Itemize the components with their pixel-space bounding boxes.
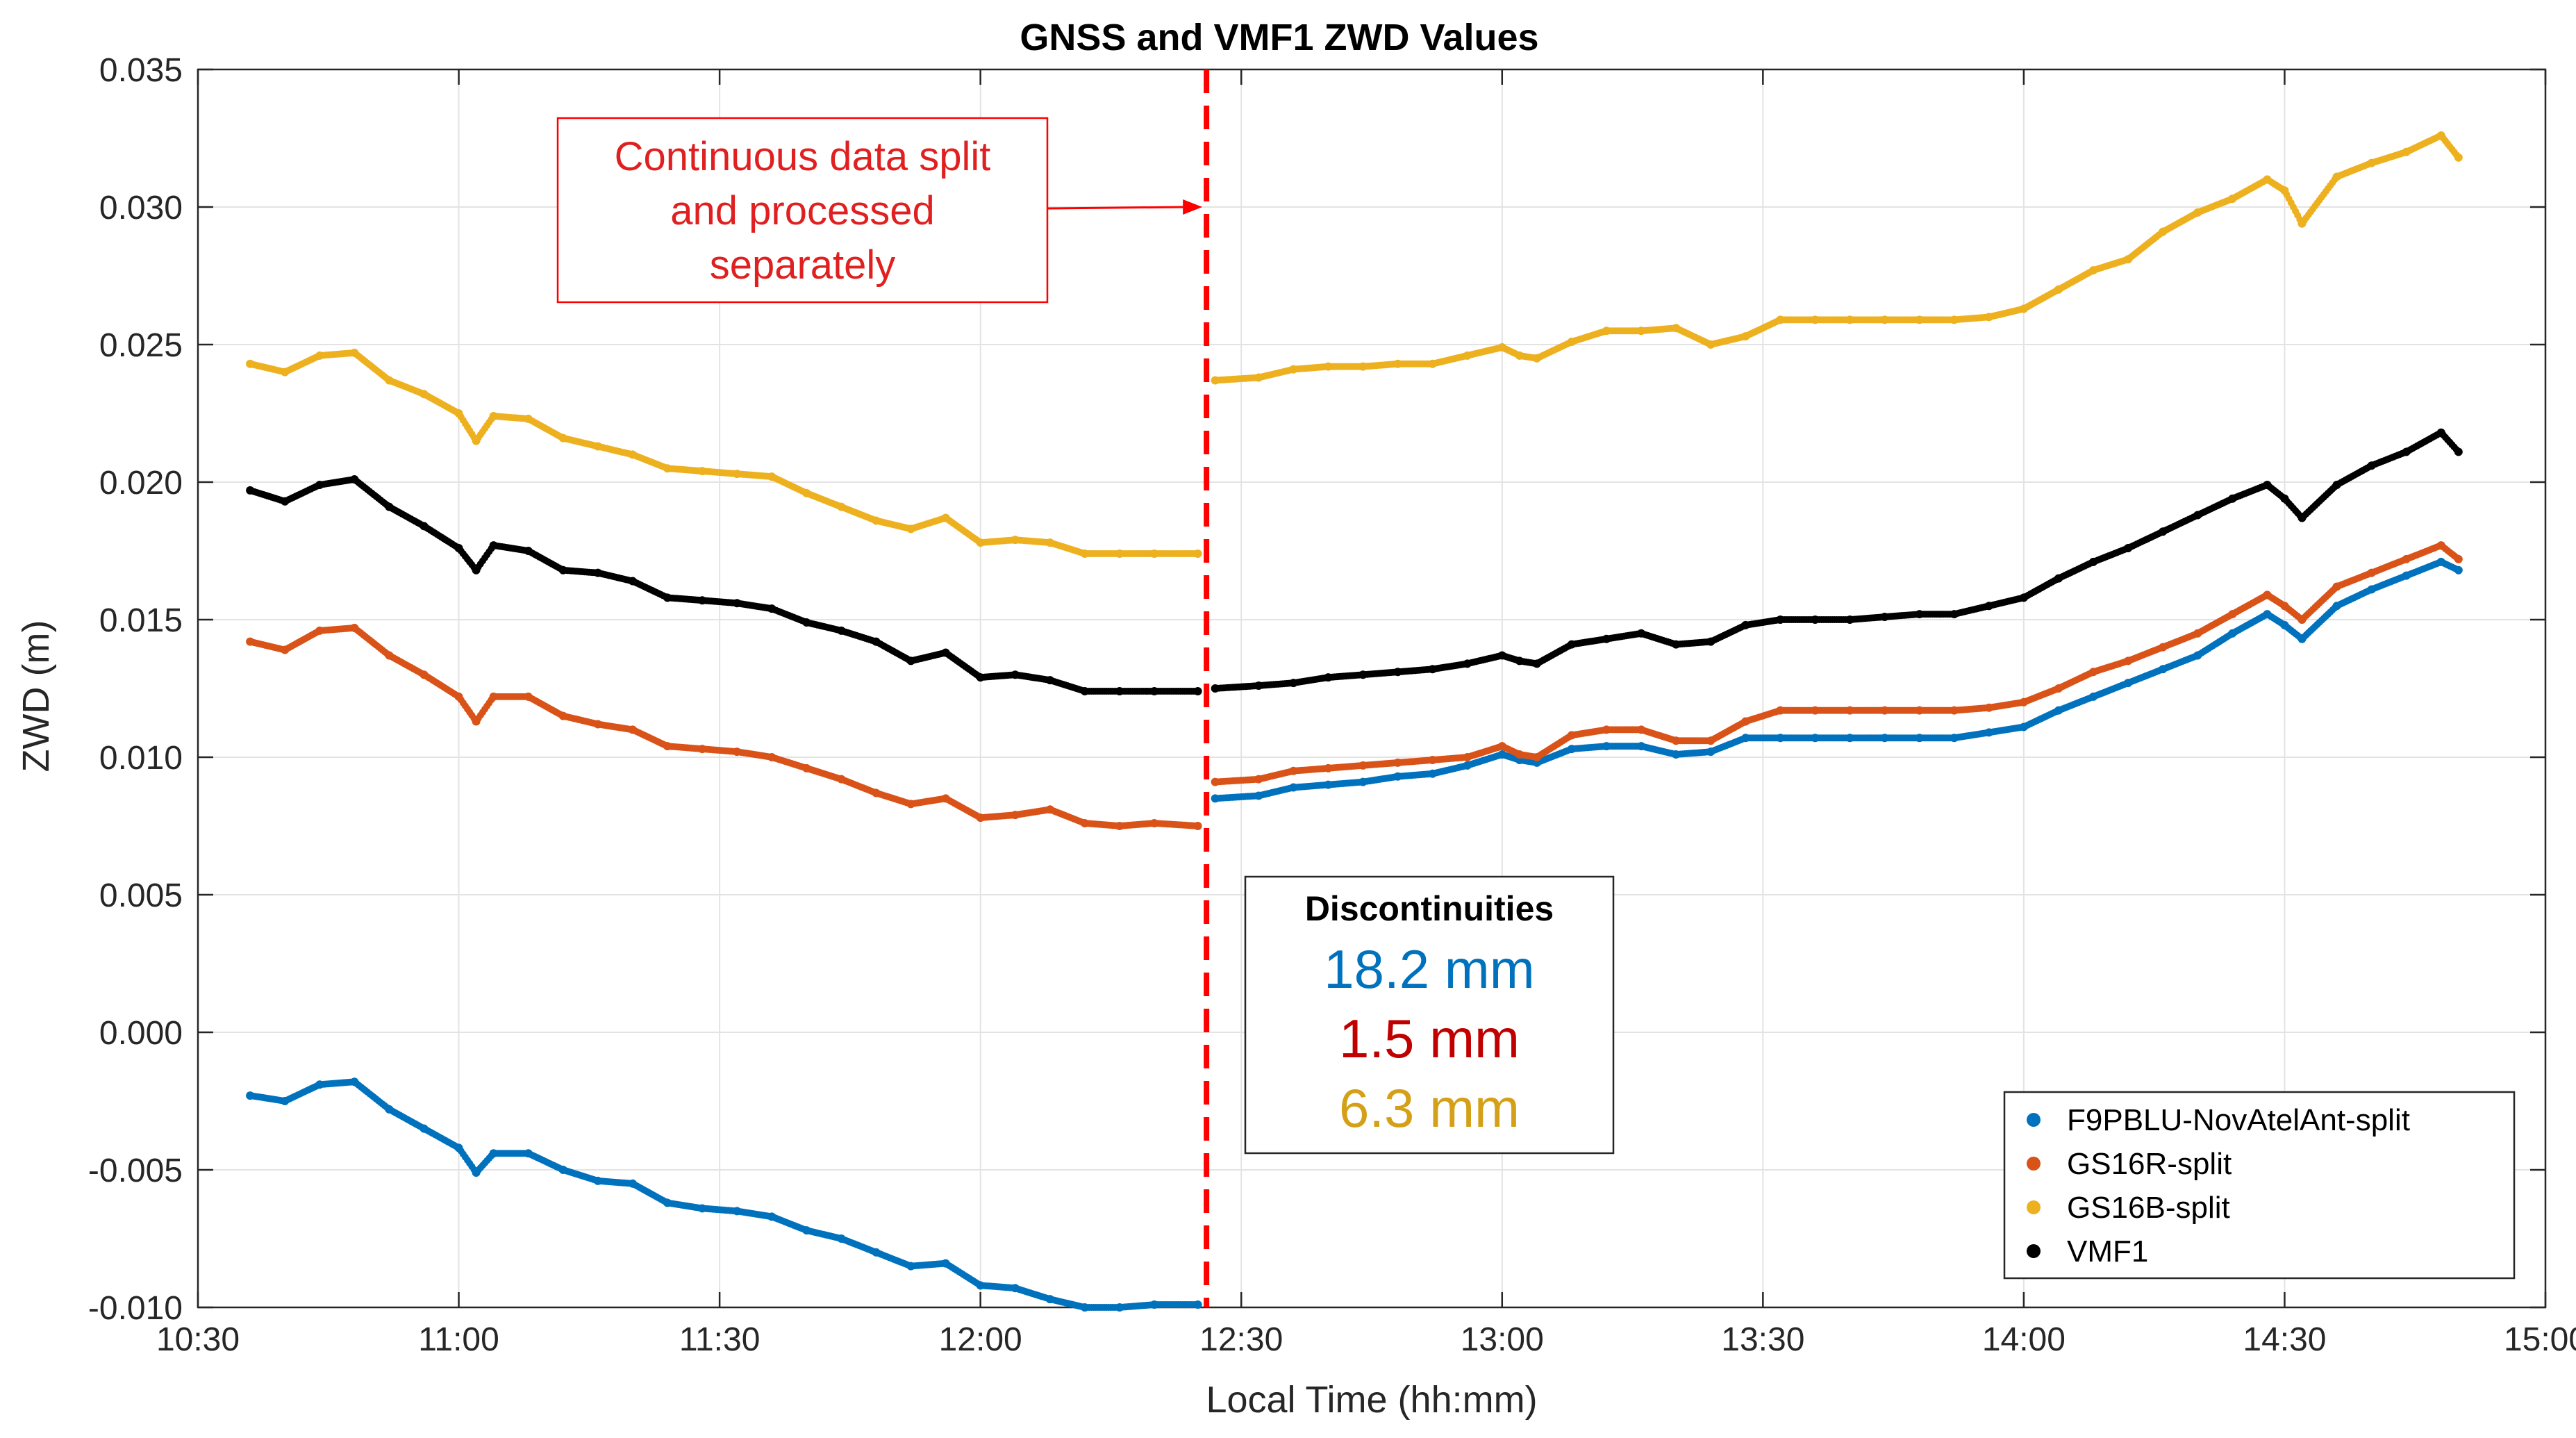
split-note-line: Continuous data split [615, 134, 991, 179]
series-gs16b-split [246, 131, 2463, 558]
discontinuity-value: 1.5 mm [1339, 1008, 1520, 1069]
legend-entry: GS16R-split [2067, 1147, 2232, 1181]
data-point [1193, 822, 1202, 830]
y-tick-label: -0.005 [88, 1152, 183, 1189]
split-note-line: separately [710, 242, 896, 288]
x-tick-label: 15:00 [2504, 1321, 2576, 1358]
legend-entry: GS16B-split [2067, 1191, 2230, 1225]
split-note-arrowhead [1183, 199, 1203, 215]
data-point [2454, 554, 2463, 563]
axes: 10:30 11:00 11:30 12:00 12:30 13:00 13:30 14:00… [88, 52, 2576, 1358]
split-note-line: and processed [670, 188, 934, 233]
y-tick-label: -0.010 [88, 1290, 183, 1327]
chart-title: GNSS and VMF1 ZWD Values [1020, 17, 1538, 58]
discontinuity-value: 18.2 mm [1324, 939, 1534, 1000]
legend-marker [2027, 1113, 2041, 1127]
series-vmf1 [246, 428, 2463, 695]
discontinuities-box [1244, 875, 1615, 1155]
y-tick-label: 0.020 [99, 465, 183, 502]
data-point [1193, 686, 1202, 695]
y-tick-label: 0.005 [99, 877, 183, 914]
y-tick-label: 0.025 [99, 327, 183, 364]
discontinuities-title: Discontinuities [1305, 889, 1554, 928]
legend-marker [2027, 1244, 2041, 1258]
legend-box [2003, 1091, 2516, 1280]
data-point [2454, 565, 2463, 575]
split-note-box [556, 117, 1049, 304]
data-point [1193, 549, 1202, 558]
x-tick-label: 12:30 [1199, 1321, 1283, 1358]
split-note-arrow [1047, 206, 1186, 210]
annotation-layer: Continuous data split and processed separa… [556, 117, 1615, 1155]
series-layer [246, 131, 2463, 1312]
y-axis-label: ZWD (m) [15, 620, 57, 772]
x-tick-label: 13:00 [1461, 1321, 1544, 1358]
y-tick-label: 0.035 [99, 52, 183, 89]
legend-marker [2027, 1200, 2041, 1214]
x-tick-label: 13:30 [1721, 1321, 1804, 1358]
data-point [2454, 447, 2463, 456]
y-tick-label: 0.015 [99, 602, 183, 639]
x-axis-label: Local Time (hh:mm) [1206, 1379, 1537, 1421]
x-tick-label: 10:30 [156, 1321, 240, 1358]
y-tick-label: 0.000 [99, 1015, 183, 1052]
series-f9pblu-novatelant-split [246, 557, 2463, 1312]
x-tick-label: 11:00 [418, 1321, 499, 1358]
x-tick-label: 12:00 [939, 1321, 1022, 1358]
data-point [1193, 1300, 1202, 1309]
legend-marker [2027, 1157, 2041, 1171]
legend: F9PBLU-NovAtelAnt-split GS16R-split GS16B-… [2003, 1091, 2516, 1280]
y-tick-label: 0.030 [99, 190, 183, 226]
discontinuity-value: 6.3 mm [1339, 1077, 1520, 1139]
y-tick-label: 0.010 [99, 740, 183, 777]
legend-entry: VMF1 [2067, 1234, 2148, 1268]
series-gs16r-split [246, 541, 2463, 830]
x-tick-label: 14:30 [2243, 1321, 2326, 1358]
x-tick-label: 14:00 [1982, 1321, 2066, 1358]
plot-area-frame [197, 68, 2547, 1309]
legend-entry: F9PBLU-NovAtelAnt-split [2067, 1103, 2410, 1137]
x-tick-label: 11:30 [679, 1321, 761, 1358]
data-point [2454, 153, 2463, 162]
